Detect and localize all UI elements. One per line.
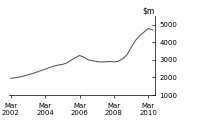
Text: $m: $m	[143, 6, 155, 15]
